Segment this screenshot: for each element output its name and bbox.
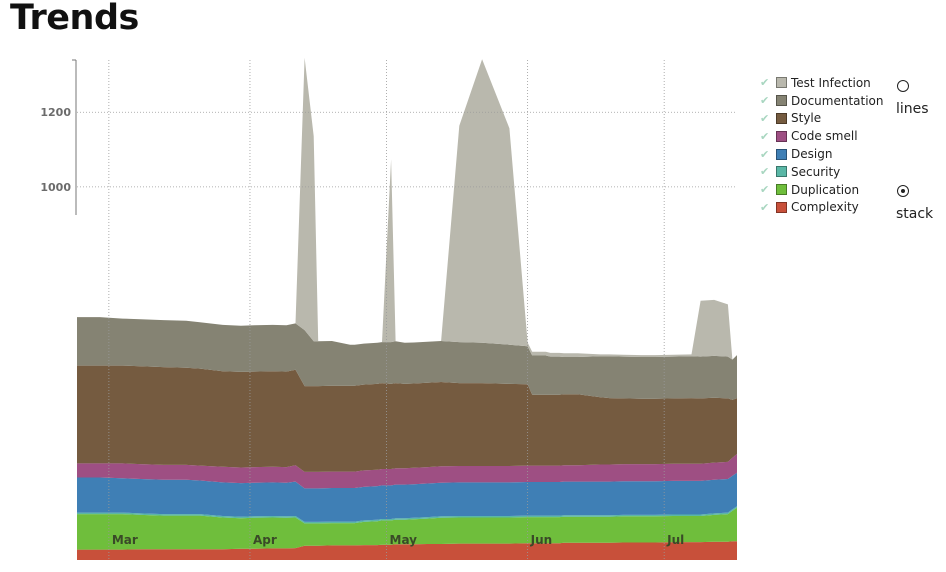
x-tick-label: Jun	[530, 533, 553, 547]
legend-item-design[interactable]: ✔ Design	[760, 145, 890, 163]
y-tick-label: 1200	[40, 106, 71, 119]
legend-label: Documentation	[791, 93, 884, 108]
check-icon: ✔	[760, 76, 770, 90]
stack-radio[interactable]	[897, 185, 909, 197]
legend: ✔ Test Infection ✔ Documentation ✔ Style…	[760, 74, 890, 216]
lines-label: lines	[896, 101, 929, 117]
legend-item-complexity[interactable]: ✔ Complexity	[760, 199, 890, 217]
page-title: Trends	[10, 0, 139, 38]
legend-swatch	[776, 95, 787, 107]
lines-radio[interactable]	[897, 80, 909, 92]
legend-swatch	[776, 148, 787, 160]
stack-label: stack	[896, 206, 934, 222]
area-code-smell	[77, 454, 737, 489]
mode-stack-option[interactable]: stack	[896, 185, 946, 222]
area-documentation	[77, 317, 737, 400]
legend-swatch	[776, 166, 787, 178]
legend-swatch	[776, 112, 787, 124]
legend-swatch	[776, 201, 787, 213]
legend-swatch	[776, 77, 787, 89]
x-tick-label: Jul	[666, 533, 684, 547]
legend-label: Duplication	[791, 182, 860, 197]
area-test-infection	[77, 57, 737, 360]
area-duplication	[77, 507, 737, 550]
legend-item-documentation[interactable]: ✔ Documentation	[760, 92, 890, 110]
legend-swatch	[776, 184, 787, 196]
check-icon: ✔	[760, 94, 770, 108]
legend-item-test-infection[interactable]: ✔ Test Infection	[760, 74, 890, 92]
legend-label: Design	[791, 147, 833, 162]
legend-label: Style	[791, 111, 822, 126]
area-design	[77, 472, 737, 522]
mode-lines-option[interactable]: lines	[896, 80, 946, 117]
check-icon: ✔	[760, 129, 770, 143]
check-icon: ✔	[760, 111, 770, 125]
legend-label: Code smell	[791, 129, 858, 144]
check-icon: ✔	[760, 165, 770, 179]
check-icon: ✔	[760, 147, 770, 161]
legend-label: Test Infection	[791, 75, 871, 90]
legend-label: Security	[791, 164, 841, 179]
y-tick-label: 1000	[40, 181, 71, 194]
legend-item-style[interactable]: ✔ Style	[760, 110, 890, 128]
legend-label: Complexity	[791, 200, 859, 215]
x-tick-label: May	[390, 533, 418, 547]
legend-item-security[interactable]: ✔ Security	[760, 163, 890, 181]
x-tick-label: Apr	[253, 533, 277, 547]
area-style	[77, 365, 737, 472]
legend-item-code-smell[interactable]: ✔ Code smell	[760, 127, 890, 145]
area-complexity	[77, 541, 737, 560]
check-icon: ✔	[760, 200, 770, 214]
legend-swatch	[776, 130, 787, 142]
x-tick-label: Mar	[112, 533, 138, 547]
check-icon: ✔	[760, 183, 770, 197]
legend-item-duplication[interactable]: ✔ Duplication	[760, 181, 890, 199]
